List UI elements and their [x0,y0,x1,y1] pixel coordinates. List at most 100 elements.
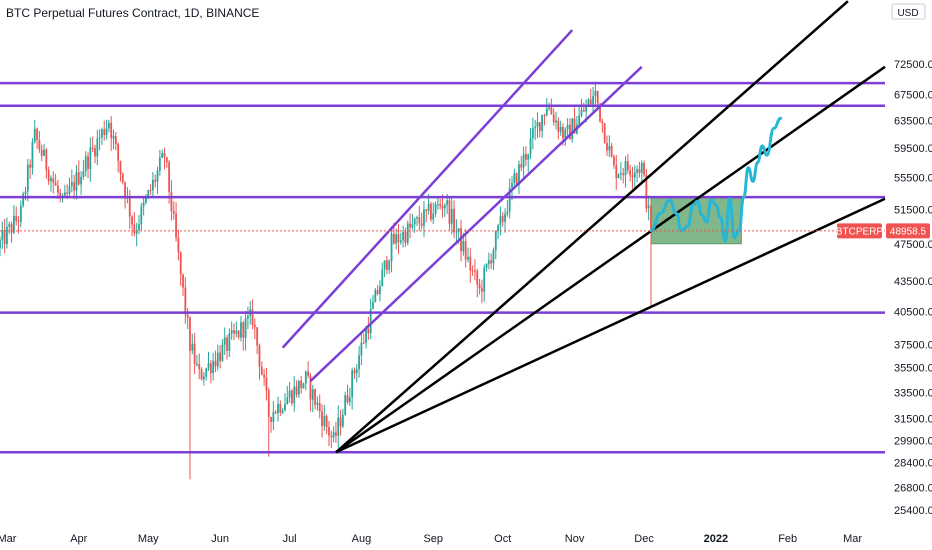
candle-body [425,209,428,211]
candle-body [142,202,145,207]
candle-body [647,205,650,209]
candle-body [163,152,166,158]
candle-body [200,369,203,380]
candle-body [541,115,544,131]
candle-body [10,224,13,233]
candle-body [237,330,240,338]
candle-body [314,389,316,405]
candle-body [346,395,349,403]
candle-body [279,403,282,413]
candle-body [392,233,395,244]
candle-body [311,389,314,400]
candle-body [101,129,103,138]
candle-body [228,333,231,351]
candle-body [480,288,483,292]
x-tick-label-10: 2022 [704,533,728,545]
candle-body [599,103,601,122]
candle-body [617,174,620,179]
candle-body [196,364,198,366]
candle-body [439,204,442,207]
candle-body [411,224,414,228]
candle-body [152,179,154,191]
candle-body [448,200,451,224]
x-tick-label-5: Aug [352,533,372,545]
candle-body [432,213,435,220]
candle-body [418,217,421,224]
candle-body [423,209,425,226]
candle-body [381,269,384,287]
candle-body [374,290,377,303]
candle-body [105,128,108,135]
candle-body [369,308,372,334]
candle-body [566,124,569,130]
candle-body [582,110,585,112]
y-tick-label-7: 43500.00 [894,276,932,288]
candle-body [172,211,175,214]
currency-badge[interactable] [891,3,926,20]
plot-area[interactable] [0,0,886,480]
candle-body [124,182,127,199]
candle-body [36,128,38,140]
candle-body [135,230,138,234]
candle-body [476,270,479,285]
candle-body [552,114,555,123]
candle-body [38,139,41,150]
candle-body [43,149,45,156]
candle-body [562,126,564,139]
candle-body [189,317,191,351]
candle-body [543,115,546,117]
candle-body [207,363,210,369]
candle-body [226,337,228,351]
candle-body [397,234,400,243]
y-axis[interactable]: USD 72500.00 67500.00 63500.00 59500.00 5550… [891,3,932,517]
candle-body [219,352,221,362]
candle-body [26,164,29,192]
candle-body [175,213,177,238]
candle-body [499,216,502,226]
candle-body [626,161,629,171]
y-tick-label-12: 31500.00 [894,414,932,426]
candle-body [474,270,476,272]
candle-body [202,376,205,380]
candle-body [548,107,550,109]
candle-body [24,191,27,194]
candle-body [281,410,284,413]
candle-body [594,91,597,97]
candle-body [270,417,272,422]
candle-body [633,172,636,178]
candle-body [453,208,455,233]
y-tick-label-16: 25400.00 [894,505,932,517]
candle-body [284,403,286,411]
candle-body [47,170,50,182]
candle-body [578,115,581,125]
candle-body [240,322,242,338]
candle-body [430,203,432,220]
candle-body [235,330,238,334]
y-tick-label-5: 51500.00 [894,204,932,216]
candle-body [75,172,78,191]
candle-body [182,274,184,288]
candle-body [214,360,217,367]
price-label: BTCPERP 48958.5 [836,223,930,239]
candle-body [555,120,557,123]
candle-body [274,412,277,414]
candle-body [596,91,599,104]
y-tick-label-3: 59500.00 [894,143,932,155]
candle-body [3,230,6,245]
candle-body [8,224,11,227]
candle-body [246,315,249,319]
candle-body [538,122,541,131]
candle-body [385,260,388,270]
candle-body [462,241,465,252]
candle-body [513,173,516,183]
candle-body [77,172,80,185]
candle-body [309,375,312,400]
currency-label: USD [897,8,918,19]
candle-body [402,231,405,241]
candle-body [416,217,418,219]
channel-lines [281,29,643,382]
candle-body [443,204,446,209]
candle-body [490,260,493,264]
candle-body [68,186,71,194]
